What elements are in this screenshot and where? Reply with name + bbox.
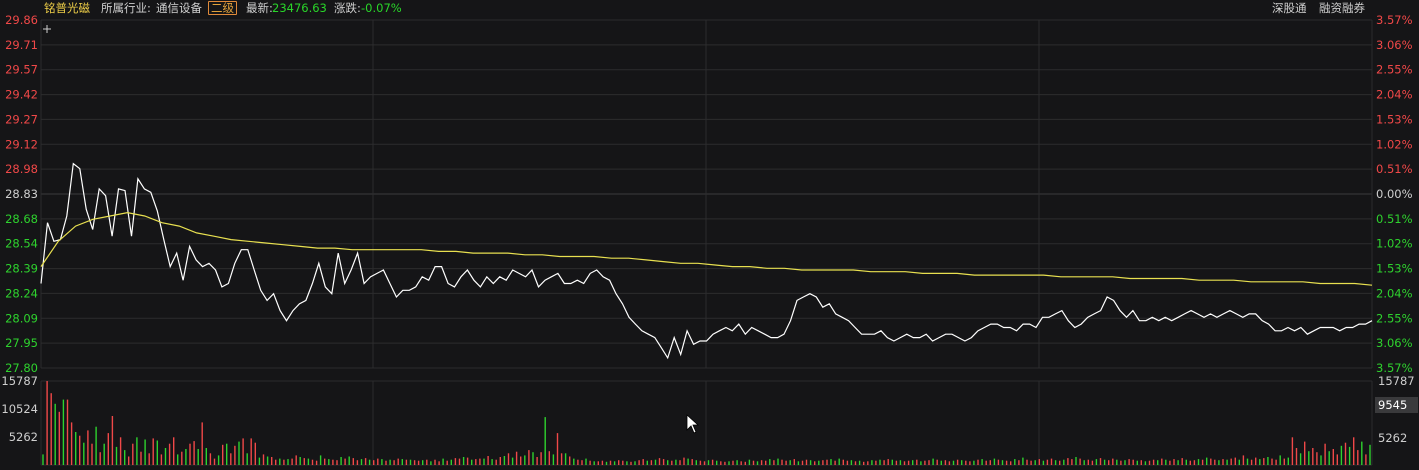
rzrq-link[interactable]: 融资融券 (1319, 1, 1365, 15)
latest-label: 最新: (246, 1, 273, 15)
price-tick-label: 28.98 (5, 162, 38, 176)
pct-tick-label: 3.06% (1376, 336, 1413, 350)
price-tick-label: 29.42 (5, 88, 38, 102)
level-badge: 二级 (208, 1, 237, 15)
pct-tick-label: 0.00% (1376, 187, 1413, 201)
price-tick-label: 28.24 (5, 286, 38, 300)
sgt-link[interactable]: 深股通 (1272, 1, 1307, 15)
volume-right-label: 15787 (1378, 374, 1415, 388)
crosshair-plus-icon (43, 25, 51, 33)
volume-bars (42, 381, 1371, 465)
pct-tick-label: 2.55% (1376, 63, 1413, 77)
volume-right-label: 9545 (1378, 398, 1407, 412)
price-tick-label: 29.12 (5, 137, 38, 151)
change-label: 涨跌: (334, 1, 361, 15)
stock-name[interactable]: 铭普光磁 (44, 1, 90, 15)
pct-tick-label: 3.57% (1376, 13, 1413, 27)
price-tick-label: 29.71 (5, 38, 38, 52)
price-tick-label: 28.68 (5, 212, 38, 226)
pct-tick-label: 3.06% (1376, 38, 1413, 52)
mouse-cursor-icon (686, 414, 700, 434)
quote-header: 铭普光磁 所属行业: 通信设备 二级 最新: 23476.63 涨跌: -0.0… (0, 0, 1419, 16)
volume-tick-label: 5262 (9, 430, 38, 444)
price-tick-label: 28.54 (5, 237, 38, 251)
price-tick-label: 29.57 (5, 63, 38, 77)
pct-tick-label: 1.02% (1376, 237, 1413, 251)
pct-tick-label: 0.51% (1376, 162, 1413, 176)
price-tick-label: 28.09 (5, 311, 38, 325)
price-tick-label: 27.95 (5, 336, 38, 350)
price-line (40, 162, 1373, 360)
pct-tick-label: 1.53% (1376, 262, 1413, 276)
volume-value-box (1375, 397, 1418, 413)
industry-label: 所属行业: (101, 1, 151, 15)
pct-tick-label: 0.51% (1376, 212, 1413, 226)
price-lines (40, 162, 1373, 360)
price-tick-label: 29.86 (5, 13, 38, 27)
pct-tick-label: 1.02% (1376, 137, 1413, 151)
volume-right-label: 5262 (1378, 431, 1407, 445)
price-tick-label: 29.27 (5, 112, 38, 126)
pct-tick-label: 3.57% (1376, 361, 1413, 375)
change-value: -0.07% (361, 1, 402, 15)
average-line (40, 211, 1373, 286)
price-tick-label: 27.80 (5, 361, 38, 375)
price-tick-label: 28.83 (5, 187, 38, 201)
pct-tick-label: 1.53% (1376, 112, 1413, 126)
pct-tick-label: 2.04% (1376, 286, 1413, 300)
pct-tick-label: 2.04% (1376, 88, 1413, 102)
volume-tick-label: 15787 (1, 374, 38, 388)
volume-tick-label: 10524 (1, 402, 38, 416)
industry-value[interactable]: 通信设备 (156, 1, 202, 15)
grid (40, 19, 1373, 466)
axis-labels: 29.86 3.57% 29.71 3.06% 29.57 2.55% 29.42 2.04%… (1, 13, 1418, 445)
latest-value: 23476.63 (272, 1, 327, 15)
price-tick-label: 28.39 (5, 262, 38, 276)
pct-tick-label: 2.55% (1376, 311, 1413, 325)
